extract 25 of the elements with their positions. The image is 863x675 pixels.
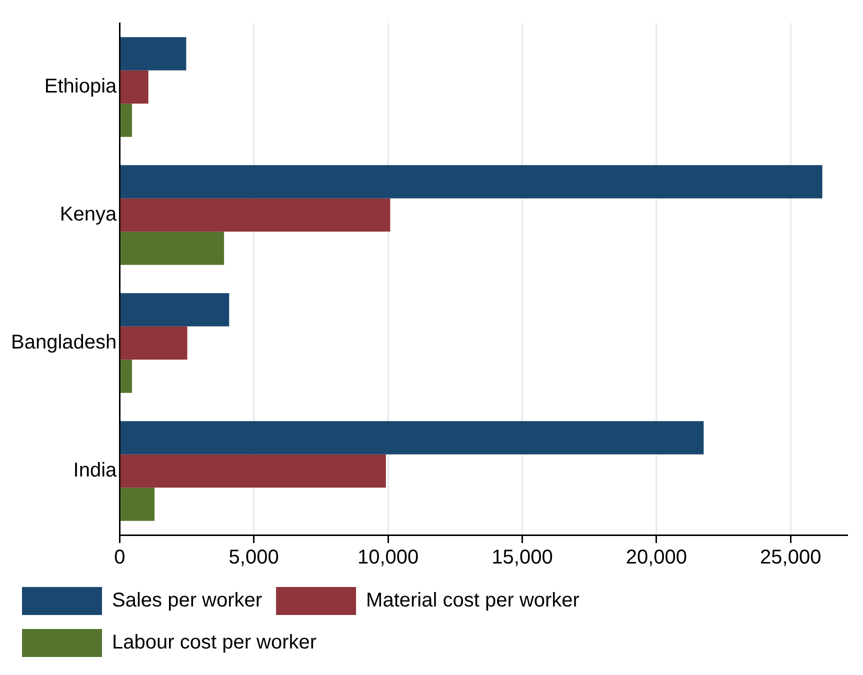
legend-label: Material cost per worker <box>366 590 580 612</box>
x-tick-label: 20,000 <box>626 546 688 569</box>
bar <box>120 232 224 265</box>
bar <box>120 454 386 488</box>
x-tick-label: 5,000 <box>228 546 279 569</box>
legend-label: Sales per worker <box>112 590 262 612</box>
bar <box>120 70 148 104</box>
x-tick-label: 0 <box>114 546 126 569</box>
bar <box>120 37 186 70</box>
bar <box>120 104 132 137</box>
bar <box>120 165 822 198</box>
bar <box>120 488 155 521</box>
bar <box>120 198 390 232</box>
bar <box>120 326 188 360</box>
y-tick-label: Kenya <box>60 204 118 226</box>
x-tick-label: 15,000 <box>492 546 553 569</box>
bar <box>120 360 132 393</box>
y-tick-label: Ethiopia <box>44 76 118 98</box>
y-tick-label: Bangladesh <box>10 332 117 354</box>
y-tick-label: India <box>73 460 118 482</box>
bar <box>120 421 704 454</box>
x-tick-label: 10,000 <box>357 546 419 569</box>
x-tick-label: 25,000 <box>760 546 822 569</box>
legend-label: Labour cost per worker <box>112 632 317 654</box>
bar <box>120 293 230 326</box>
